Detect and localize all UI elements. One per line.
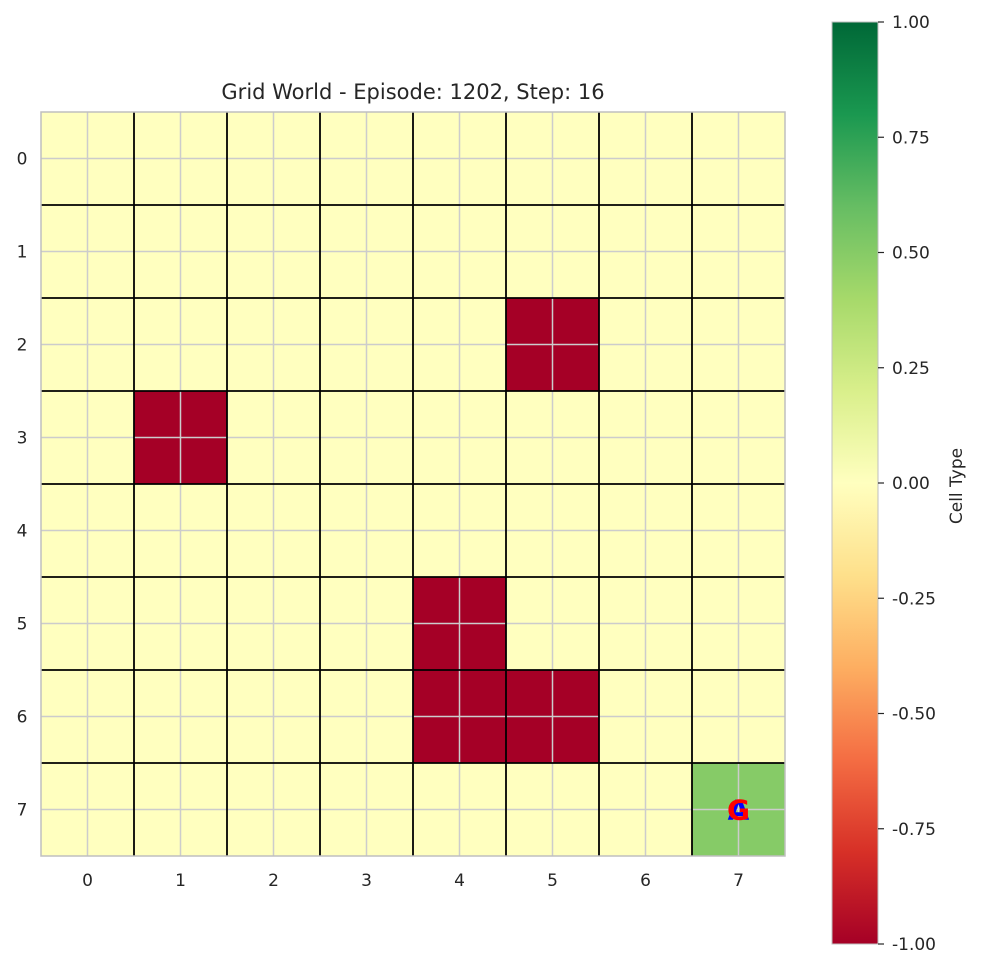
colorbar-tick-label: 0.50 xyxy=(892,244,930,264)
colorbar-ticks: 1.00 0.75 0.50 0.25 0.00 -0.25 -0.50 -0.75 -1.00 xyxy=(878,13,936,955)
y-tick-label: 3 xyxy=(17,429,28,449)
colorbar-tick-label: 0.00 xyxy=(892,474,930,494)
x-tick-label: 1 xyxy=(175,871,186,891)
x-tick-label: 4 xyxy=(454,871,465,891)
colorbar-tick-label: -0.25 xyxy=(892,589,936,609)
colorbar-tick-label: 0.25 xyxy=(892,359,930,379)
x-tick-label: 6 xyxy=(640,871,651,891)
agent-marker: A xyxy=(728,794,750,827)
colorbar-label: Cell Type xyxy=(947,448,967,524)
y-tick-label: 4 xyxy=(17,522,28,542)
colorbar-tick-label: -1.00 xyxy=(892,935,936,955)
x-tick-label: 5 xyxy=(547,871,558,891)
y-tick-label: 1 xyxy=(17,243,28,263)
colorbar-tick-label: 1.00 xyxy=(892,13,930,33)
y-tick-label: 7 xyxy=(17,801,28,821)
agent-goal-markers: AG xyxy=(727,794,750,827)
x-axis-ticks: 0 1 2 3 4 5 6 7 xyxy=(82,871,744,891)
y-axis-ticks: 0 1 2 3 4 5 6 7 xyxy=(17,150,28,821)
goal-marker: G xyxy=(727,794,750,827)
x-tick-label: 2 xyxy=(268,871,279,891)
y-tick-label: 0 xyxy=(17,150,28,170)
x-tick-label: 3 xyxy=(361,871,372,891)
x-tick-label: 0 xyxy=(82,871,93,891)
colorbar-tick-label: -0.50 xyxy=(892,705,936,725)
y-tick-label: 6 xyxy=(17,708,28,728)
y-tick-label: 5 xyxy=(17,615,28,635)
colorbar-tick-label: 0.75 xyxy=(892,128,930,148)
colorbar-tick-label: -0.75 xyxy=(892,820,936,840)
x-tick-label: 7 xyxy=(733,871,744,891)
plot-frame xyxy=(40,111,786,857)
cell-borders xyxy=(41,112,785,856)
chart-title: Grid World - Episode: 1202, Step: 16 xyxy=(221,80,604,104)
colorbar-gradient xyxy=(831,21,879,945)
y-tick-label: 2 xyxy=(17,336,28,356)
